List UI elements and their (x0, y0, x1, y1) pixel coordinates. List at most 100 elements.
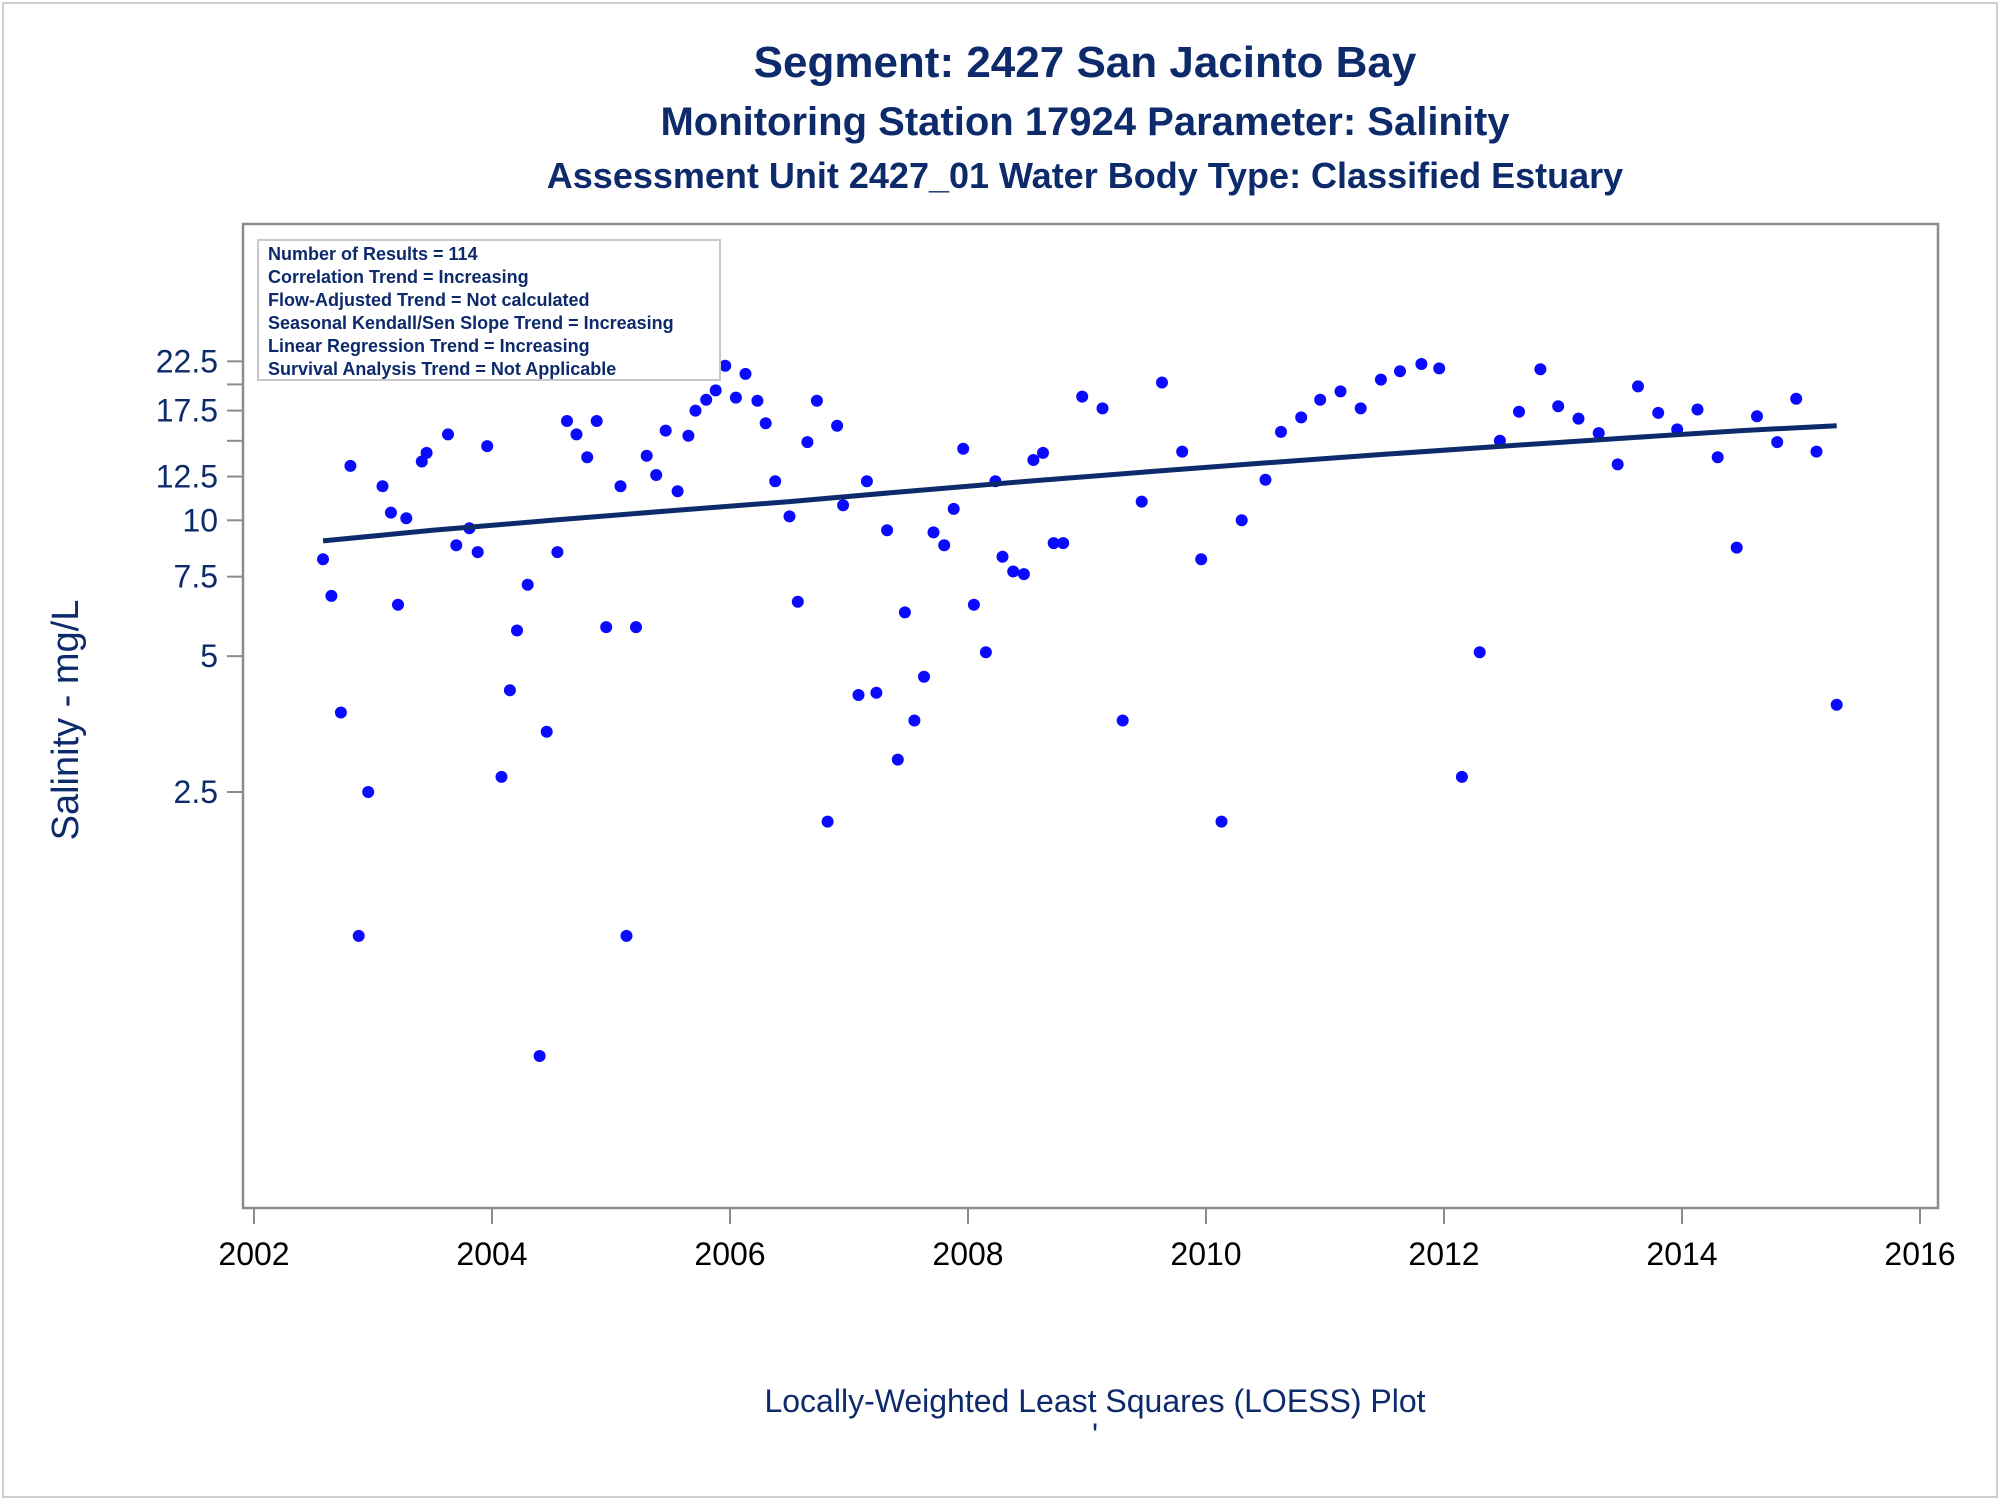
data-point (1830, 698, 1843, 711)
data-point (831, 419, 844, 432)
data-point (1027, 454, 1040, 466)
data-point (1790, 392, 1803, 405)
x-tick-label: 2010 (1170, 1236, 1241, 1272)
x-tick-label: 2016 (1884, 1236, 1955, 1272)
data-point (918, 670, 930, 683)
data-point (1433, 362, 1446, 375)
data-point (1394, 365, 1406, 378)
data-point (334, 706, 347, 719)
data-point (1354, 402, 1367, 415)
data-point (821, 815, 834, 828)
data-point (1076, 390, 1089, 403)
data-point (1455, 770, 1468, 783)
data-point (709, 384, 722, 397)
x-axis: 2002 2004 2006 2008 2010 2012 2014 2016 (218, 1208, 1956, 1272)
y-tick-label: 12.5 (156, 459, 218, 495)
data-point (540, 725, 553, 738)
data-point (1235, 514, 1248, 527)
data-point (1037, 446, 1049, 459)
data-point (1534, 363, 1547, 376)
data-point (938, 539, 951, 552)
data-point (870, 686, 883, 699)
data-point (533, 1050, 546, 1062)
data-point (1195, 553, 1208, 566)
chart-title: Segment: 2427 San Jacinto Bay (753, 38, 1417, 87)
trend-line-group (322, 423, 1837, 544)
footnote-mark: ' (1092, 1417, 1098, 1453)
data-point (1057, 537, 1070, 550)
data-point (570, 428, 583, 441)
data-point (769, 475, 782, 488)
info-box-border (257, 239, 721, 381)
info-box-line: Flow-Adjusted Trend = Not calculated (268, 290, 590, 310)
data-point (450, 539, 463, 552)
data-point (1295, 411, 1308, 424)
data-point (1374, 373, 1387, 386)
data-point (392, 598, 404, 611)
data-point (503, 684, 516, 697)
data-point (620, 929, 633, 942)
data-point (650, 469, 663, 481)
data-point (881, 524, 894, 537)
data-point (1552, 400, 1565, 413)
data-point (344, 459, 357, 472)
data-point (561, 415, 573, 427)
data-point (979, 646, 992, 659)
data-point (1096, 402, 1109, 415)
data-point (384, 506, 397, 519)
y-tick-label: 22.5 (156, 343, 218, 379)
data-point (791, 595, 804, 608)
data-point (729, 391, 742, 404)
data-point (362, 786, 375, 798)
y-tick-label: 7.5 (174, 559, 218, 595)
data-point (590, 415, 603, 427)
data-point (1135, 495, 1148, 508)
data-point (1176, 445, 1189, 458)
data-point (739, 367, 752, 380)
data-point (682, 429, 695, 442)
data-point (600, 621, 613, 634)
data-point (640, 449, 653, 462)
data-point (495, 770, 508, 783)
info-box-line: Number of Results = 114 (268, 244, 478, 264)
data-point (1751, 410, 1763, 423)
data-point (551, 546, 564, 559)
data-point (801, 436, 814, 449)
data-point (947, 502, 960, 515)
data-point (759, 417, 772, 430)
y-axis: 2.5 5 7.5 10 12.5 17.5 22.5 (156, 343, 243, 810)
x-tick-label: 2006 (694, 1236, 765, 1272)
data-point (967, 598, 980, 611)
data-point (783, 510, 796, 523)
data-point (1771, 436, 1784, 449)
data-point (689, 404, 702, 417)
data-point (581, 451, 594, 464)
data-point (1314, 393, 1327, 406)
info-box-line: Survival Analysis Trend = Not Applicable (268, 359, 616, 379)
plot-area (241, 222, 1940, 1210)
data-point (352, 929, 365, 942)
data-point (1116, 714, 1129, 727)
data-point (325, 589, 338, 602)
data-point (852, 689, 865, 701)
y-tick-label: 2.5 (174, 774, 218, 810)
info-box-line: Linear Regression Trend = Increasing (268, 336, 590, 356)
data-point (659, 424, 672, 437)
y-tick-label: 5 (200, 638, 218, 674)
x-tick-label: 2002 (218, 1236, 289, 1272)
data-point (957, 442, 970, 455)
data-point (898, 606, 911, 619)
data-point (1632, 380, 1644, 393)
data-point (927, 526, 940, 539)
data-point (837, 499, 850, 512)
data-point (1572, 412, 1585, 425)
y-tick-label: 10 (182, 502, 218, 538)
data-point (511, 624, 523, 637)
info-box-line: Correlation Trend = Increasing (268, 267, 529, 287)
data-point (1652, 406, 1665, 419)
x-tick-label: 2004 (456, 1236, 527, 1272)
data-point (908, 714, 921, 727)
trend-line (322, 423, 1837, 544)
